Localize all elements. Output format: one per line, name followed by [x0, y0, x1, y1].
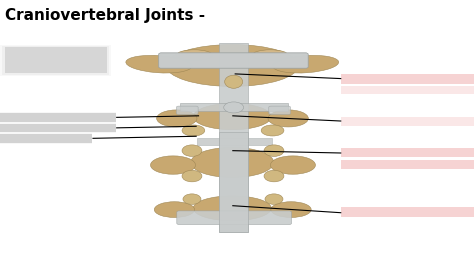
FancyBboxPatch shape: [159, 53, 308, 68]
Bar: [0, 45, 111, 76]
FancyBboxPatch shape: [159, 53, 308, 68]
FancyBboxPatch shape: [176, 106, 198, 114]
Bar: [0, 112, 116, 123]
Bar: [341, 117, 474, 126]
Ellipse shape: [271, 202, 311, 217]
Ellipse shape: [166, 45, 299, 86]
Ellipse shape: [273, 55, 338, 73]
Bar: [219, 132, 248, 232]
Ellipse shape: [224, 102, 244, 113]
Bar: [341, 160, 474, 169]
Ellipse shape: [193, 196, 271, 221]
Bar: [0, 134, 92, 143]
Ellipse shape: [151, 156, 195, 174]
Bar: [341, 86, 474, 94]
Ellipse shape: [252, 50, 288, 60]
Ellipse shape: [261, 125, 284, 136]
Ellipse shape: [156, 110, 197, 127]
Ellipse shape: [154, 202, 194, 217]
Bar: [0, 134, 92, 143]
Bar: [341, 207, 474, 217]
Bar: [0, 113, 116, 122]
Ellipse shape: [191, 147, 274, 178]
Bar: [219, 43, 248, 232]
Bar: [341, 74, 474, 84]
Bar: [2, 46, 109, 75]
Bar: [341, 148, 474, 157]
Ellipse shape: [182, 125, 205, 136]
Ellipse shape: [126, 55, 191, 73]
Ellipse shape: [264, 170, 284, 182]
Ellipse shape: [270, 156, 316, 174]
Ellipse shape: [225, 75, 243, 88]
FancyBboxPatch shape: [177, 211, 292, 225]
Ellipse shape: [193, 103, 271, 130]
Bar: [0, 124, 116, 132]
Bar: [0, 123, 116, 133]
Ellipse shape: [182, 170, 202, 182]
Bar: [0, 133, 92, 144]
Bar: [0, 124, 116, 132]
Ellipse shape: [265, 194, 283, 204]
FancyBboxPatch shape: [269, 106, 291, 114]
Bar: [0, 113, 116, 122]
Ellipse shape: [176, 50, 212, 60]
Ellipse shape: [182, 145, 202, 156]
Bar: [197, 138, 272, 145]
Bar: [5, 47, 107, 73]
Bar: [5, 47, 107, 73]
Ellipse shape: [264, 145, 284, 156]
Ellipse shape: [268, 110, 308, 127]
Bar: [180, 103, 288, 111]
Ellipse shape: [183, 194, 201, 204]
Text: Craniovertebral Joints -: Craniovertebral Joints -: [5, 8, 205, 23]
